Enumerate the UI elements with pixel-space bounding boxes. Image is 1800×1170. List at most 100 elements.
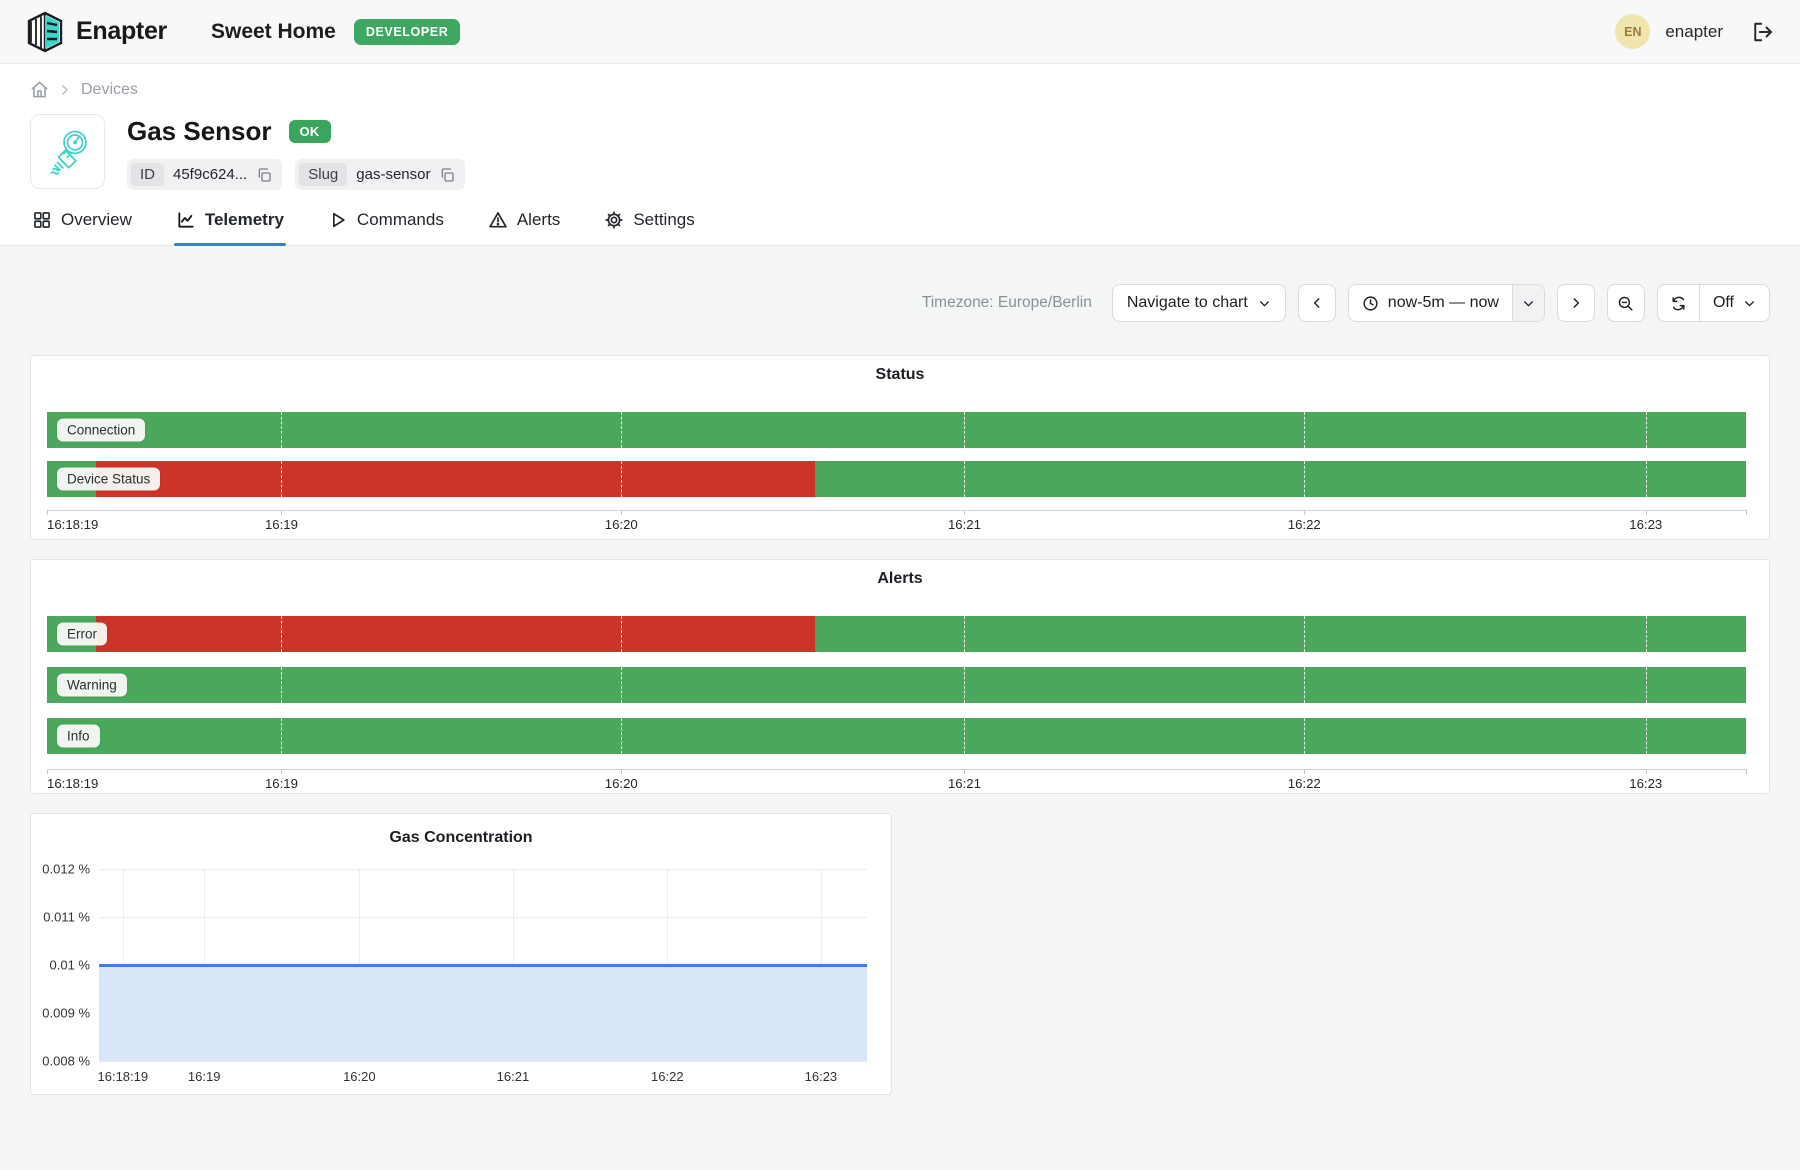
grid-line [621,412,623,448]
timeline-row: Connection [47,412,1746,448]
x-tick [1645,510,1647,515]
grid-line [1645,616,1647,652]
auto-refresh-value: Off [1712,294,1734,311]
x-tick-label: 16:23 [804,1069,838,1084]
grid-line [964,461,966,497]
chart-line-icon [176,210,196,230]
tab-telemetry[interactable]: Telemetry [173,210,286,246]
grid-line [621,616,623,652]
gas-concentration-chart-card: Gas Concentration 0.012 % 0.011 % 0.01 % 0.… [30,813,892,1095]
grid-line [99,869,867,870]
timeline-segment-error [96,461,815,497]
time-range-dropdown-toggle[interactable] [1511,285,1544,321]
status-chart-card: Status Connection Device Status 16:18:19 16… [30,355,1770,540]
time-range-next-button[interactable] [1556,284,1595,322]
tab-settings[interactable]: Settings [602,210,696,245]
enapter-logo-icon [26,11,64,53]
time-range-value: now-5m — now [1387,294,1499,311]
x-tick-label: 16:22 [1287,776,1321,791]
x-tick-label: 16:19 [264,517,298,532]
device-image [30,114,105,189]
chart-toolbar: Timezone: Europe/Berlin Navigate to char… [30,284,1770,322]
x-tick-label: 16:18:19 [47,517,99,532]
grid-line [99,917,867,918]
warning-triangle-icon [488,210,508,230]
grid-line [1304,718,1306,754]
x-tick-label: 16:22 [651,1069,684,1084]
y-tick-label: 0.012 % [42,861,90,877]
home-icon[interactable] [30,80,49,99]
grid-icon [32,210,52,230]
gas-concentration-plot[interactable]: 0.012 % 0.011 % 0.01 % 0.009 % 0.008 % 16:18:… [42,862,867,1084]
time-range-picker[interactable]: now-5m — now [1347,284,1545,322]
tab-label: Overview [61,210,132,229]
navigate-to-chart-label: Navigate to chart [1126,294,1248,311]
grid-line [621,667,623,703]
tab-label: Commands [356,210,444,229]
grid-line [964,616,966,652]
chart-title: Gas Concentration [389,829,533,846]
chevron-right-icon [1573,298,1579,308]
x-tick [47,769,48,774]
tab-commands[interactable]: Commands [326,210,446,245]
copy-id-icon[interactable] [256,167,272,183]
refresh-icon [1672,296,1685,310]
time-range-prev-button[interactable] [1297,284,1336,322]
zoom-out-button[interactable] [1606,284,1645,322]
x-tick [964,769,966,774]
x-tick-label: 16:23 [1629,517,1663,532]
y-tick-label: 0.009 % [42,1005,90,1021]
auto-refresh-dropdown[interactable]: Off [1700,285,1769,321]
chevron-left-icon [1313,298,1320,308]
tab-bar: Overview Telemetry Commands [0,210,1800,246]
site-name: Sweet Home [210,19,336,43]
timeline-row: Info [47,718,1746,754]
chevron-right-icon [59,84,71,96]
timeline-segment-error [96,616,815,652]
tab-overview[interactable]: Overview [30,210,134,245]
app-header: Enapter Sweet Home DEVELOPER EN enapter [0,0,1800,64]
zoom-out-icon [1619,296,1634,311]
refresh-button[interactable] [1658,285,1700,321]
x-axis: 16:18:19 16:19 16:20 16:21 16:22 16:23 [47,510,1747,536]
page-title: Gas Sensor [127,116,272,146]
grid-line [281,461,283,497]
breadcrumb-devices[interactable]: Devices [81,80,138,98]
timeline-segment-ok [47,667,1746,703]
timeline-row: Device Status [47,461,1746,497]
grid-line [1304,412,1306,448]
x-tick-label: 16:23 [1629,776,1663,791]
timeline-row: Warning [47,667,1746,703]
x-tick [1746,769,1747,774]
grid-line [1645,718,1647,754]
brand-logo[interactable]: Enapter [26,11,167,53]
y-tick-label: 0.01 % [49,957,90,973]
status-chart-plot[interactable]: Connection Device Status 16:18:19 16:19 16:2… [47,412,1747,536]
grid-line [281,667,283,703]
x-tick [1645,769,1647,774]
gear-icon [604,210,624,230]
username[interactable]: enapter [1665,21,1723,41]
navigate-to-chart-button[interactable]: Navigate to chart [1111,284,1286,322]
logout-icon[interactable] [1750,20,1774,44]
subheader: Devices [0,64,1800,246]
grid-line [1304,667,1306,703]
alerts-chart-plot[interactable]: Error Warning Info 16:18:19 16:19 16:20 16:21 1… [47,616,1747,795]
x-tick [281,769,283,774]
grid-line [1304,461,1306,497]
grid-line [964,667,966,703]
x-tick-label: 16:21 [947,776,981,791]
clock-icon [1363,295,1378,311]
x-tick-label: 16:20 [343,1069,376,1084]
grid-line [621,718,623,754]
x-tick-label: 16:18:19 [47,776,99,791]
brand-name: Enapter [76,17,167,45]
copy-slug-icon[interactable] [439,167,455,183]
tab-alerts[interactable]: Alerts [486,210,562,245]
tab-label: Telemetry [204,210,284,229]
bar-label: Device Status [57,467,161,491]
avatar[interactable]: EN [1615,14,1651,49]
x-tick-label: 16:19 [264,776,298,791]
x-tick-label: 16:21 [947,517,981,532]
